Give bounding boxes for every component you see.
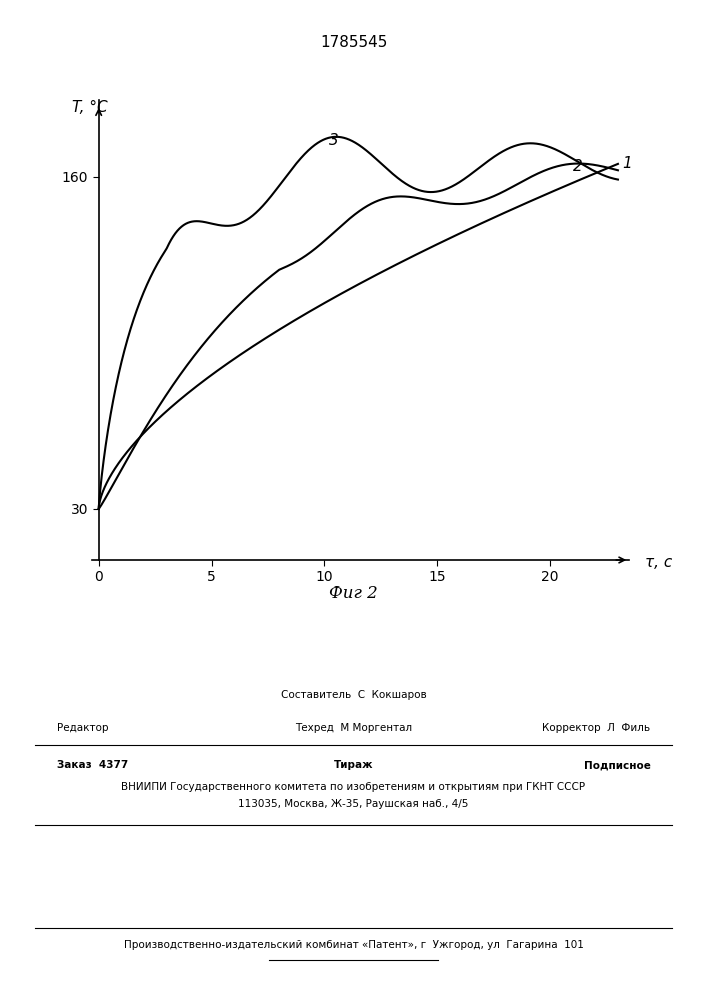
- Text: 2: 2: [573, 159, 583, 174]
- Text: 1785545: 1785545: [320, 35, 387, 50]
- Text: Редактор: Редактор: [57, 723, 108, 733]
- Text: Составитель  С  Кокшаров: Составитель С Кокшаров: [281, 690, 426, 700]
- Text: ВНИИПИ Государственного комитета по изобретениям и открытиям при ГКНТ СССР: ВНИИПИ Государственного комитета по изоб…: [122, 782, 585, 792]
- Text: T, °C: T, °C: [71, 100, 107, 115]
- Text: τ, с: τ, с: [645, 555, 672, 570]
- Text: Фиг 2: Фиг 2: [329, 585, 378, 602]
- Text: 113035, Москва, Ж-35, Раушская наб., 4/5: 113035, Москва, Ж-35, Раушская наб., 4/5: [238, 799, 469, 809]
- Text: 1: 1: [622, 156, 632, 171]
- Text: Техред  М Моргентал: Техред М Моргентал: [295, 723, 412, 733]
- Text: Подписное: Подписное: [583, 760, 650, 770]
- Text: Производственно-издательский комбинат «Патент», г  Ужгород, ул  Гагарина  101: Производственно-издательский комбинат «П…: [124, 940, 583, 950]
- Text: 3: 3: [329, 133, 339, 148]
- Text: Тираж: Тираж: [334, 760, 373, 770]
- Text: Заказ  4377: Заказ 4377: [57, 760, 128, 770]
- Text: Корректор  Л  Филь: Корректор Л Филь: [542, 723, 650, 733]
